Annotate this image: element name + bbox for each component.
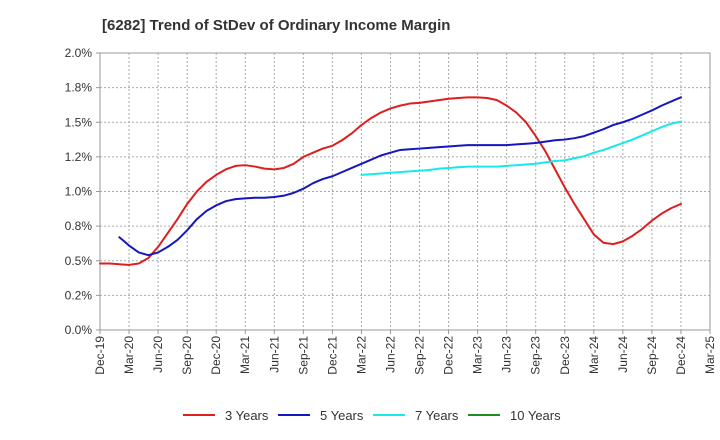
x-tick-label: Jun-22	[383, 336, 397, 373]
chart-title: [6282] Trend of StDev of Ordinary Income…	[102, 17, 450, 34]
x-tick-label: Mar-25	[703, 336, 717, 374]
y-tick-label: 1.8%	[65, 81, 93, 95]
x-axis-tick-labels: Dec-19 Mar-20 Jun-20 Sep-20 Dec-20 Mar-21 Jun-…	[93, 330, 717, 375]
x-tick-label: Mar-24	[587, 336, 601, 374]
x-tick-label: Mar-20	[122, 336, 136, 374]
x-tick-label: Mar-23	[471, 336, 485, 374]
x-tick-label: Sep-20	[180, 336, 194, 375]
x-tick-label: Jun-21	[267, 336, 281, 373]
legend-label-3-years: 3 Years	[225, 408, 269, 423]
x-tick-label: Dec-20	[209, 336, 223, 375]
y-tick-label: 1.2%	[65, 150, 93, 164]
y-tick-label: 0.5%	[65, 254, 93, 268]
x-tick-label: Dec-23	[558, 336, 572, 375]
legend: 3 Years 5 Years 7 Years 10 Years	[183, 408, 561, 423]
y-tick-label: 2.0%	[65, 46, 93, 60]
series-line-3-years	[99, 96, 682, 266]
x-tick-label: Sep-23	[529, 336, 543, 375]
x-tick-label: Sep-21	[296, 336, 310, 375]
x-tick-label: Jun-20	[151, 336, 165, 373]
y-axis-tick-labels: 0.0% 0.2% 0.5% 0.8% 1.0% 1.2% 1.5% 1.8% 2.0%	[65, 46, 100, 337]
y-tick-label: 1.0%	[65, 185, 93, 199]
series-line-5-years	[118, 96, 682, 257]
legend-label-10-years: 10 Years	[510, 408, 561, 423]
y-tick-label: 1.5%	[65, 115, 93, 129]
series-lines	[99, 96, 682, 266]
x-tick-label: Mar-22	[354, 336, 368, 374]
x-tick-label: Dec-22	[442, 336, 456, 375]
x-tick-label: Dec-24	[674, 336, 688, 375]
x-tick-label: Jun-24	[616, 336, 630, 373]
y-tick-label: 0.8%	[65, 219, 93, 233]
x-tick-label: Sep-24	[645, 336, 659, 375]
legend-label-7-years: 7 Years	[415, 408, 459, 423]
x-tick-label: Jun-23	[500, 336, 514, 373]
series-line-7-years	[360, 120, 682, 176]
x-tick-label: Dec-19	[93, 336, 107, 375]
x-tick-label: Sep-22	[413, 336, 427, 375]
x-tick-label: Mar-21	[238, 336, 252, 374]
y-tick-label: 0.2%	[65, 288, 93, 302]
y-tick-label: 0.0%	[65, 323, 93, 337]
legend-label-5-years: 5 Years	[320, 408, 364, 423]
x-tick-label: Dec-21	[325, 336, 339, 375]
